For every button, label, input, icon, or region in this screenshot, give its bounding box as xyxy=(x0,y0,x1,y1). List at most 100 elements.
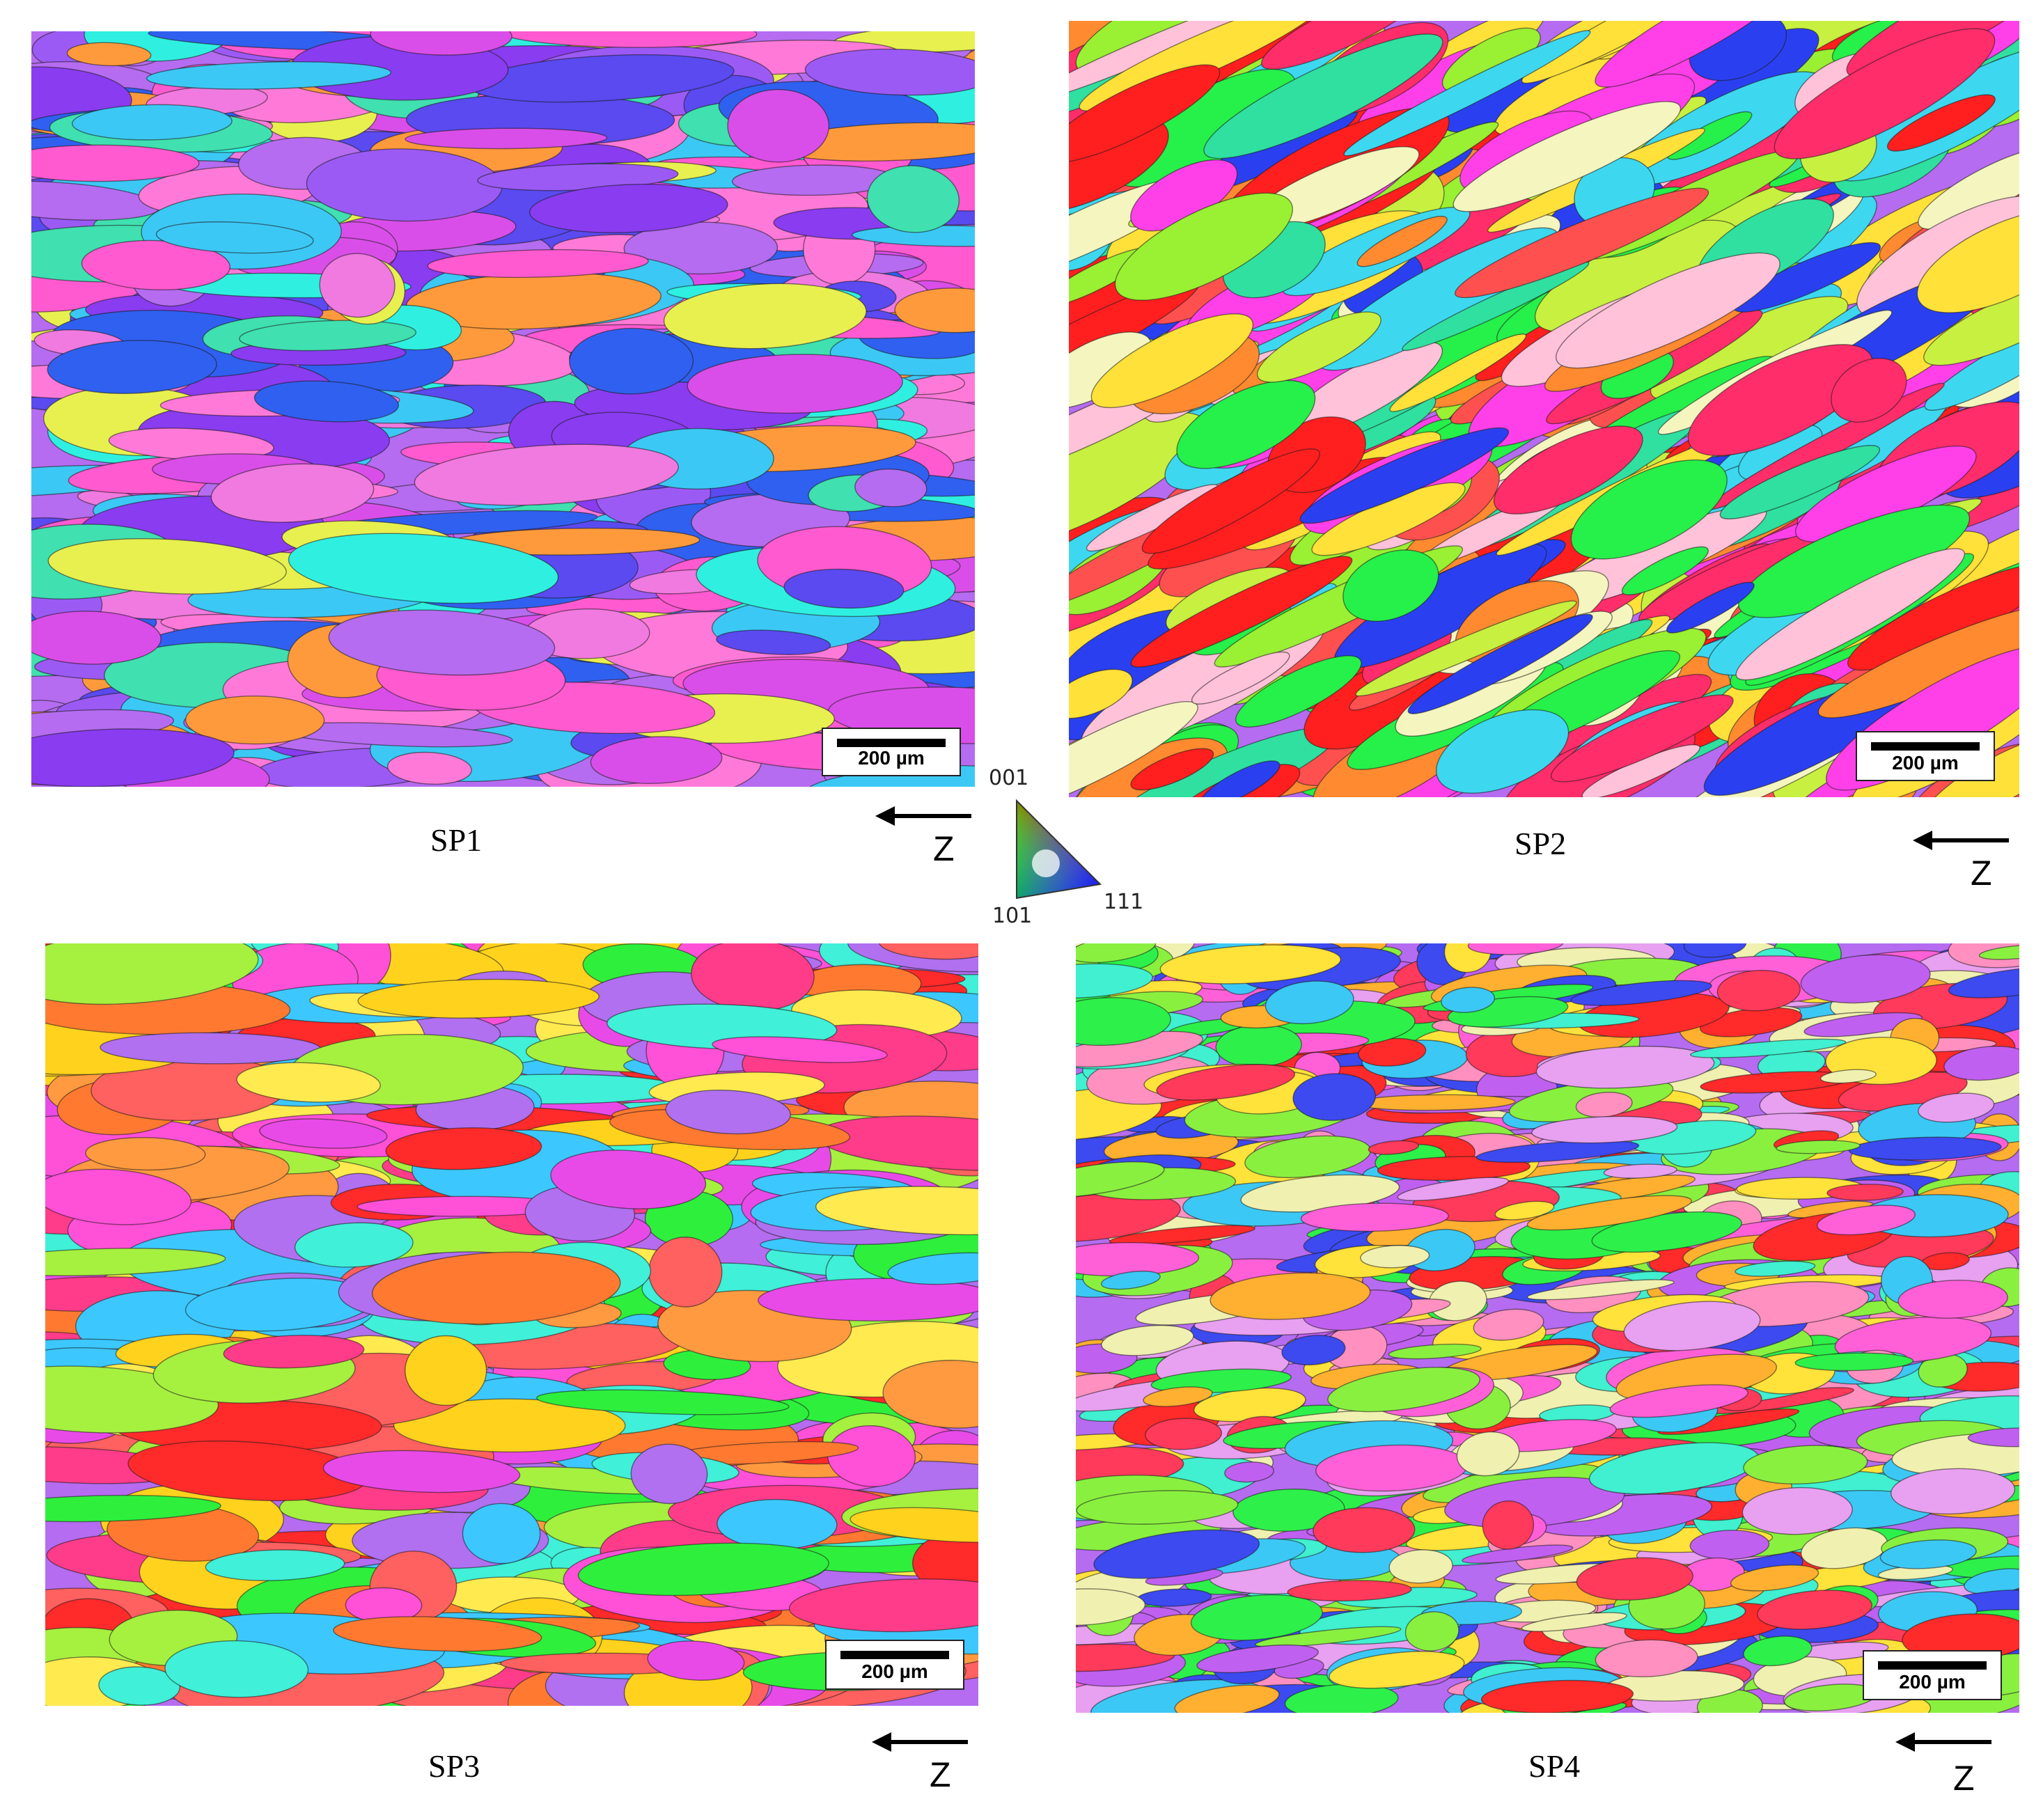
grain xyxy=(155,221,314,254)
grain xyxy=(758,1278,978,1321)
left-arrow-icon xyxy=(1895,1732,1991,1752)
grain xyxy=(716,629,831,655)
grain xyxy=(1494,1200,1555,1221)
scale-bar-sp1: 200 µm xyxy=(822,728,961,776)
grain xyxy=(357,978,600,1019)
grain xyxy=(712,1036,888,1063)
grain xyxy=(647,1640,745,1681)
grain xyxy=(1595,21,1799,88)
grain xyxy=(1550,694,1734,783)
grain xyxy=(1482,1500,1535,1550)
grain xyxy=(1313,1507,1416,1553)
grain xyxy=(1467,943,1564,955)
grain xyxy=(1224,1461,1274,1483)
grain xyxy=(239,320,417,352)
grain xyxy=(45,1494,221,1523)
grain xyxy=(1476,1140,1640,1163)
grain-map-sp1 xyxy=(31,31,975,787)
grain xyxy=(319,253,396,318)
grain xyxy=(1803,1012,1923,1037)
grain xyxy=(45,1248,226,1276)
grain xyxy=(1404,1611,1459,1652)
grain xyxy=(1756,1590,1873,1630)
grain xyxy=(253,380,400,423)
ebsd-map-sp2: 200 µm xyxy=(1069,21,2019,797)
grain xyxy=(1535,1045,1715,1089)
grain xyxy=(164,1640,309,1698)
grain xyxy=(1816,1205,1916,1236)
caption-sp2: SP2 xyxy=(1514,826,1567,861)
grain xyxy=(185,695,325,745)
axis-label-sp4: Z xyxy=(1953,1759,1975,1798)
grain xyxy=(1388,1549,1453,1584)
grain xyxy=(1281,1335,1346,1366)
grain xyxy=(1143,1386,1213,1407)
grain xyxy=(630,1443,708,1505)
grain xyxy=(47,340,217,394)
grain xyxy=(45,1168,192,1225)
grain xyxy=(370,31,512,56)
grain xyxy=(1570,459,1728,560)
grain xyxy=(1819,1069,1877,1084)
grain xyxy=(1355,600,1577,697)
grain xyxy=(1299,427,1510,524)
grain xyxy=(1480,1679,1634,1713)
grain xyxy=(854,469,927,508)
grain xyxy=(804,48,975,96)
grain xyxy=(1526,1279,1675,1301)
grain xyxy=(85,1137,206,1171)
grain-map-sp4 xyxy=(1076,943,2019,1713)
grain xyxy=(205,1549,345,1581)
grain xyxy=(1109,1225,1255,1246)
grain xyxy=(1730,1564,1819,1592)
grain xyxy=(815,1186,978,1236)
grain xyxy=(1141,448,1321,554)
grain xyxy=(1890,1468,2016,1515)
grain xyxy=(1603,1163,1677,1179)
grain xyxy=(81,240,231,291)
grain xyxy=(1774,28,1996,159)
left-arrow-icon xyxy=(1913,831,2009,850)
axis-indicator-sp4: Z xyxy=(1894,1727,1998,1803)
grain xyxy=(1776,1140,1861,1154)
grain xyxy=(333,1616,542,1652)
grain xyxy=(1555,252,1780,369)
grain xyxy=(1826,1184,1904,1201)
grain xyxy=(1493,425,1643,515)
grain xyxy=(1401,261,1590,351)
grain xyxy=(1093,1529,1260,1579)
grain xyxy=(1130,556,1353,668)
legend-label-001: 001 xyxy=(989,766,1029,790)
grain xyxy=(663,283,867,350)
grain xyxy=(850,1507,978,1543)
grain xyxy=(1526,1195,1692,1231)
grain xyxy=(1145,1418,1223,1450)
grain xyxy=(210,463,375,523)
grain xyxy=(1329,1651,1465,1689)
axis-indicator-sp1: Z xyxy=(874,801,978,877)
caption-sp4: SP4 xyxy=(1528,1748,1581,1784)
grain xyxy=(328,609,556,676)
grain xyxy=(1255,1626,1402,1648)
grain xyxy=(1076,997,1171,1046)
grain xyxy=(665,1090,791,1135)
grain xyxy=(1687,344,1873,457)
grain xyxy=(1176,379,1316,469)
grain xyxy=(1389,334,1527,412)
axis-label-sp3: Z xyxy=(930,1755,951,1794)
grain xyxy=(1343,30,1591,157)
grain xyxy=(1689,1038,1847,1058)
grain xyxy=(31,611,162,665)
grain xyxy=(1300,1202,1449,1232)
grain xyxy=(1435,709,1570,794)
grain-map-sp2 xyxy=(1069,21,2019,797)
axis-indicator-sp3: Z xyxy=(870,1727,975,1803)
grain xyxy=(536,1389,790,1415)
ebsd-map-sp4: 200 µm xyxy=(1076,943,2019,1713)
grain xyxy=(31,144,200,182)
grain xyxy=(223,1335,365,1369)
grain xyxy=(1943,1046,2019,1081)
grain xyxy=(577,1542,829,1597)
grain xyxy=(294,1222,414,1268)
left-arrow-icon xyxy=(872,1732,968,1752)
